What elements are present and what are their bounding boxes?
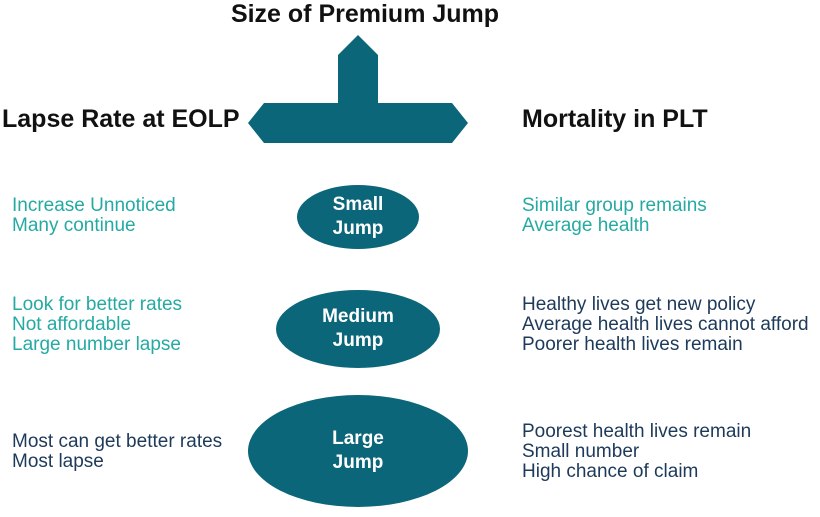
mortality-line: Poorest health lives remain	[522, 421, 752, 442]
mortality-line: Average health	[522, 215, 650, 236]
lapse-text-medium: Look for better rates Not affordable Lar…	[12, 295, 182, 355]
ellipse-label-line: Medium	[322, 306, 394, 327]
three-way-arrow-icon	[248, 35, 468, 143]
mortality-text-large: Poorest health lives remain Small number…	[522, 422, 751, 482]
lapse-line: Increase Unnoticed	[12, 195, 176, 216]
lapse-line: Many continue	[12, 215, 136, 236]
lapse-line: Look for better rates	[12, 294, 183, 315]
mortality-line: Poorer health lives remain	[522, 334, 743, 355]
lapse-line: Not affordable	[12, 314, 132, 335]
right-column-heading: Mortality in PLT	[522, 105, 708, 133]
mortality-line: Similar group remains	[522, 195, 707, 216]
diagram-title: Size of Premium Jump	[230, 0, 500, 28]
lapse-line: Large number lapse	[12, 334, 181, 355]
left-column-heading: Lapse Rate at EOLP	[2, 105, 240, 133]
ellipse-label-line: Small	[332, 194, 384, 215]
mortality-line: Small number	[522, 441, 640, 462]
lapse-line: Most lapse	[12, 451, 104, 472]
mortality-text-medium: Healthy lives get new policy Average hea…	[522, 295, 809, 355]
ellipse-label-line: Jump	[332, 330, 384, 351]
lapse-line: Most can get better rates	[12, 431, 223, 452]
small-jump-ellipse: Small Jump	[297, 185, 419, 249]
medium-jump-ellipse: Medium Jump	[276, 290, 440, 368]
large-jump-ellipse: Large Jump	[248, 395, 468, 507]
lapse-text-small: Increase Unnoticed Many continue	[12, 196, 176, 236]
lapse-text-large: Most can get better rates Most lapse	[12, 432, 222, 472]
ellipse-label-line: Large	[332, 428, 384, 449]
ellipse-label-line: Jump	[332, 452, 384, 473]
mortality-line: High chance of claim	[522, 461, 699, 482]
mortality-line: Average health lives cannot afford	[522, 314, 809, 335]
mortality-line: Healthy lives get new policy	[522, 294, 756, 315]
mortality-text-small: Similar group remains Average health	[522, 196, 707, 236]
ellipse-label-line: Jump	[332, 218, 384, 239]
